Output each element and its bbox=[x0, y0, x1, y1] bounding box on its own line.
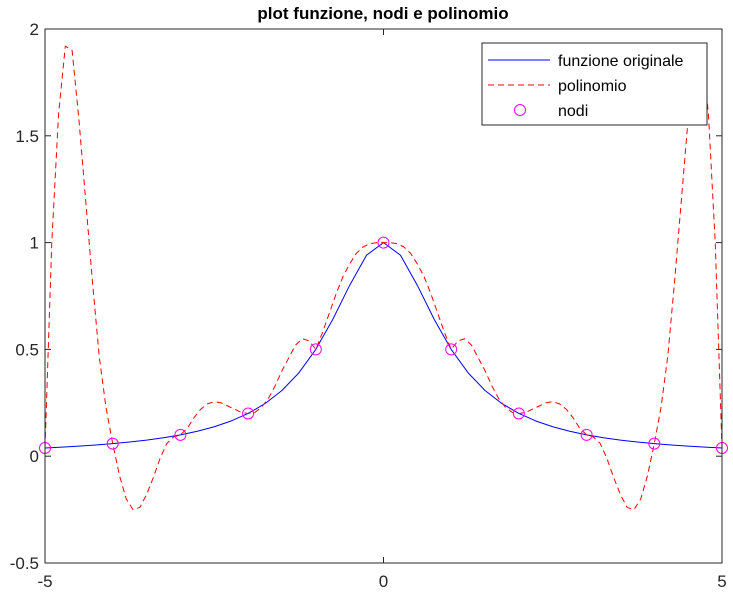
x-tick-label: 5 bbox=[717, 572, 726, 591]
legend-box bbox=[481, 42, 708, 126]
node-marker bbox=[648, 437, 661, 450]
legend: funzione originale polinomio nodi bbox=[481, 42, 708, 126]
y-tick-label: 1.5 bbox=[15, 127, 39, 146]
node-marker bbox=[512, 407, 525, 420]
x-tick-label: 0 bbox=[379, 572, 388, 591]
plot-frame bbox=[44, 28, 723, 564]
node-marker bbox=[106, 437, 119, 450]
legend-label: polinomio bbox=[558, 78, 627, 95]
node-marker bbox=[377, 236, 390, 249]
legend-label: nodi bbox=[558, 103, 588, 120]
legend-marker-symbol bbox=[514, 104, 526, 116]
chart-title: plot funzione, nodi e polinomio bbox=[257, 4, 508, 23]
node-marker bbox=[580, 428, 593, 441]
y-tick-label: 0.5 bbox=[15, 340, 39, 359]
x-tick-label: -5 bbox=[37, 572, 52, 591]
y-tick-label: 1 bbox=[30, 234, 39, 253]
y-tick-label: 2 bbox=[30, 20, 39, 39]
plot-series bbox=[39, 45, 728, 511]
node-marker bbox=[242, 407, 255, 420]
node-marker bbox=[309, 343, 322, 356]
legend-label: funzione originale bbox=[558, 53, 684, 70]
node-marker bbox=[445, 343, 458, 356]
y-tick-label: 0 bbox=[30, 447, 39, 466]
y-tick-label: -0.5 bbox=[10, 554, 39, 573]
node-marker bbox=[174, 428, 187, 441]
polynomial-line bbox=[44, 45, 723, 511]
